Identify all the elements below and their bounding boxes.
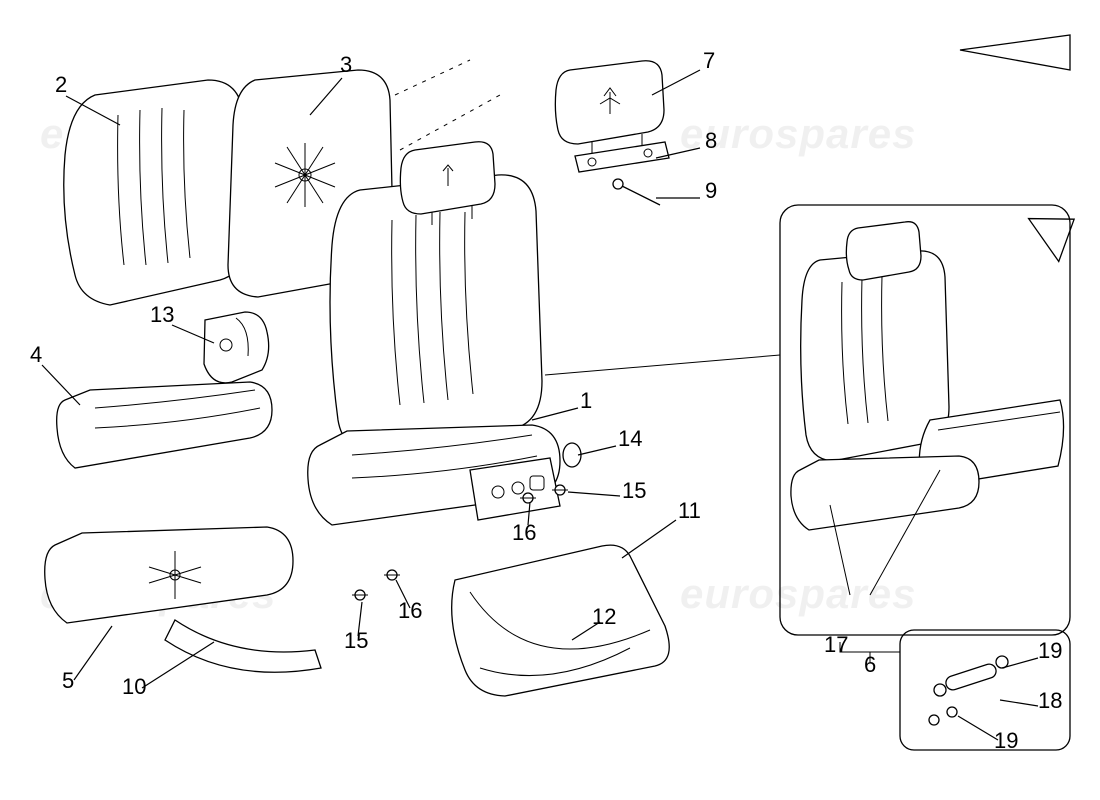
callout: 19: [1038, 638, 1062, 664]
callout: 10: [122, 674, 146, 700]
callout: 3: [340, 52, 352, 78]
callout: 18: [1038, 688, 1062, 714]
callout: 8: [705, 128, 717, 154]
callout: 9: [705, 178, 717, 204]
arrow-icon: [1018, 204, 1074, 261]
diagram-svg: [0, 0, 1100, 800]
callout: 16: [398, 598, 422, 624]
part-hinge-bracket: [204, 312, 269, 383]
part-trim-strip: [165, 620, 321, 672]
part-cushion-bottom: [45, 527, 293, 623]
callout: 14: [618, 426, 642, 452]
callout: 13: [150, 302, 174, 328]
inset-seat: [791, 222, 1064, 595]
callout: 12: [592, 604, 616, 630]
part-cushion-top: [57, 382, 272, 468]
callout: 17: [824, 632, 848, 658]
part-stud: [384, 570, 400, 580]
callout: 11: [678, 498, 701, 524]
part-seat-assembly: [308, 142, 560, 525]
arrow-icon: [960, 35, 1070, 70]
diagram-stage: eurospares eurospares eurospares eurospa…: [0, 0, 1100, 800]
callout: 15: [622, 478, 646, 504]
callout: 5: [62, 668, 74, 694]
part-stud: [352, 590, 368, 600]
callout: 16: [512, 520, 536, 546]
callout: 2: [55, 72, 67, 98]
callout: 4: [30, 342, 42, 368]
callout: 15: [344, 628, 368, 654]
callout: 7: [703, 48, 715, 74]
part-seatback-front: [64, 80, 248, 305]
part-side-valance: [452, 545, 670, 696]
callout: 6: [864, 652, 876, 678]
callout: 19: [994, 728, 1018, 754]
inset-hardware: [929, 656, 1008, 725]
callout: 1: [580, 388, 592, 414]
